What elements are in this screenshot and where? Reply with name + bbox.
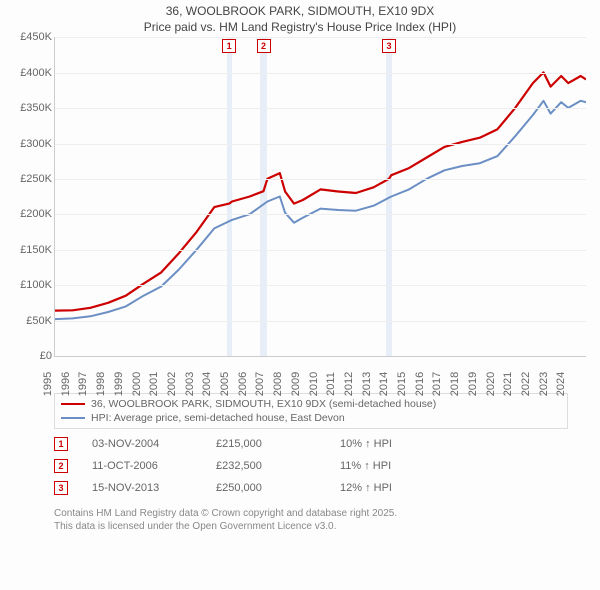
x-tick-label: 2001 (148, 372, 160, 396)
x-tick-label: 2013 (361, 372, 373, 396)
transaction-row: 2 11-OCT-2006 £232,500 11% ↑ HPI (54, 455, 568, 477)
legend: 36, WOOLBROOK PARK, SIDMOUTH, EX10 9DX (… (54, 393, 568, 429)
y-tick-label: £400K (20, 67, 52, 79)
chart-title: 36, WOOLBROOK PARK, SIDMOUTH, EX10 9DX P… (0, 0, 600, 37)
tx-price: £232,500 (216, 460, 316, 472)
gridline (55, 250, 586, 251)
x-tick-label: 2005 (219, 372, 231, 396)
x-tick-label: 2019 (467, 372, 479, 396)
x-tick-label: 1997 (77, 372, 89, 396)
x-tick-label: 2021 (502, 372, 514, 396)
transaction-row: 3 15-NOV-2013 £250,000 12% ↑ HPI (54, 477, 568, 499)
x-tick-label: 2018 (449, 372, 461, 396)
sale-marker: 2 (257, 39, 271, 53)
tx-date: 11-OCT-2006 (92, 460, 192, 472)
y-tick-label: £100K (20, 279, 52, 291)
x-tick-label: 1999 (113, 372, 125, 396)
tx-marker: 1 (54, 437, 68, 451)
sale-marker: 3 (382, 39, 396, 53)
footer-line1: Contains HM Land Registry data © Crown c… (54, 507, 568, 520)
tx-pct: 10% ↑ HPI (340, 438, 392, 450)
x-axis: 1995199619971998199920002001200220032004… (54, 357, 586, 387)
x-tick-label: 2020 (485, 372, 497, 396)
x-tick-label: 2009 (290, 372, 302, 396)
y-axis: £0£50K£100K£150K£200K£250K£300K£350K£400… (10, 37, 54, 357)
title-line2: Price paid vs. HM Land Registry's House … (0, 20, 600, 36)
tx-price: £250,000 (216, 482, 316, 494)
gridline (55, 321, 586, 322)
y-tick-label: £50K (26, 315, 52, 327)
x-tick-label: 2000 (131, 372, 143, 396)
x-tick-label: 1995 (42, 372, 54, 396)
y-tick-label: £250K (20, 173, 52, 185)
x-tick-label: 2023 (538, 372, 550, 396)
tx-marker: 3 (54, 481, 68, 495)
sale-marker: 1 (222, 39, 236, 53)
gridline (55, 144, 586, 145)
x-tick-label: 2006 (237, 372, 249, 396)
y-tick-label: £200K (20, 208, 52, 220)
legend-swatch-hpi (61, 417, 85, 419)
x-tick-label: 2004 (201, 372, 213, 396)
x-tick-label: 2016 (414, 372, 426, 396)
x-tick-label: 2002 (166, 372, 178, 396)
x-tick-label: 2024 (555, 372, 567, 396)
tx-date: 15-NOV-2013 (92, 482, 192, 494)
x-tick-label: 2011 (325, 372, 337, 396)
footer-line2: This data is licensed under the Open Gov… (54, 520, 568, 533)
transaction-table: 1 03-NOV-2004 £215,000 10% ↑ HPI 2 11-OCT-200… (54, 433, 568, 499)
y-tick-label: £150K (20, 244, 52, 256)
y-tick-label: £450K (20, 31, 52, 43)
legend-row-price: 36, WOOLBROOK PARK, SIDMOUTH, EX10 9DX (… (61, 397, 561, 411)
legend-label-price: 36, WOOLBROOK PARK, SIDMOUTH, EX10 9DX (… (91, 398, 436, 410)
line-canvas (55, 37, 586, 356)
x-tick-label: 2010 (308, 372, 320, 396)
tx-price: £215,000 (216, 438, 316, 450)
tx-pct: 11% ↑ HPI (340, 460, 391, 472)
gridline (55, 37, 586, 38)
gridline (55, 179, 586, 180)
y-tick-label: £350K (20, 102, 52, 114)
plot-area: 1 2 3 (54, 37, 586, 357)
x-tick-label: 2022 (520, 372, 532, 396)
x-tick-label: 2007 (254, 372, 266, 396)
tx-marker: 2 (54, 459, 68, 473)
tx-pct: 12% ↑ HPI (340, 482, 392, 494)
x-tick-label: 2008 (272, 372, 284, 396)
y-tick-label: £0 (40, 350, 52, 362)
y-tick-label: £300K (20, 138, 52, 150)
legend-swatch-price (61, 403, 85, 405)
x-tick-label: 1998 (95, 372, 107, 396)
series-hpi (55, 101, 586, 319)
x-tick-label: 2012 (343, 372, 355, 396)
gridline (55, 285, 586, 286)
gridline (55, 73, 586, 74)
gridline (55, 214, 586, 215)
x-tick-label: 2014 (378, 372, 390, 396)
transaction-row: 1 03-NOV-2004 £215,000 10% ↑ HPI (54, 433, 568, 455)
gridline (55, 108, 586, 109)
x-tick-label: 1996 (60, 372, 72, 396)
x-tick-label: 2003 (184, 372, 196, 396)
x-tick-label: 2015 (396, 372, 408, 396)
title-line1: 36, WOOLBROOK PARK, SIDMOUTH, EX10 9DX (0, 4, 600, 20)
x-tick-label: 2017 (431, 372, 443, 396)
attribution-footer: Contains HM Land Registry data © Crown c… (54, 507, 568, 533)
legend-label-hpi: HPI: Average price, semi-detached house,… (91, 412, 345, 424)
chart-area: £0 £50K £100K £150K £200K £250K £300K £350K £400… (10, 37, 590, 387)
tx-date: 03-NOV-2004 (92, 438, 192, 450)
legend-row-hpi: HPI: Average price, semi-detached house,… (61, 411, 561, 425)
